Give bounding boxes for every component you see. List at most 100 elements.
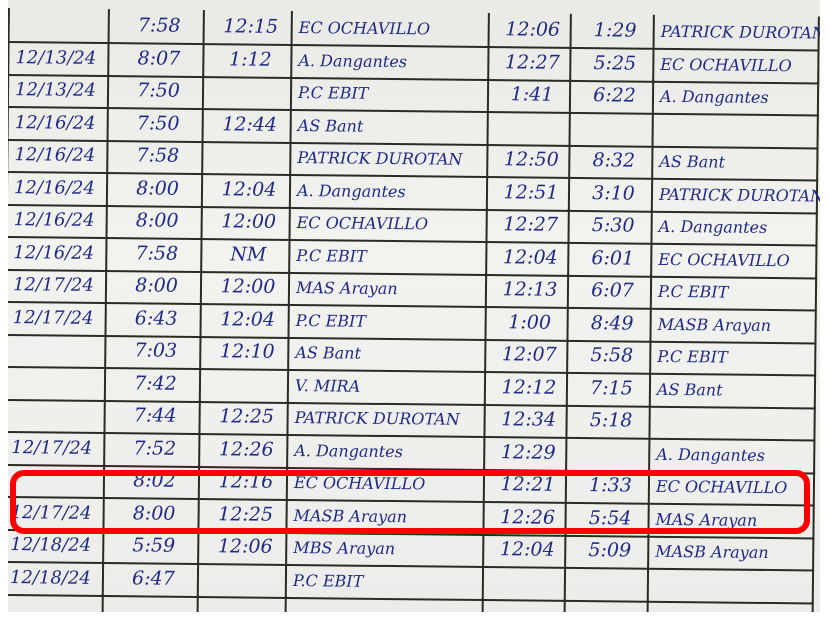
pm-time-out-cell: 5:25 [569, 46, 653, 81]
pm-time-out-cell: 5:30 [567, 208, 651, 243]
pm-time-in-cell: 12:34 [483, 403, 566, 437]
pm-time-out-cell: 1:29 [569, 13, 653, 48]
am-time-out-cell [201, 140, 290, 174]
pm-time-out-cell: 6:07 [566, 273, 651, 308]
pm-time-out-cell [568, 111, 652, 146]
am-time-in-cell: 7:58 [107, 9, 203, 44]
am-time-out-cell: NM [200, 237, 289, 272]
am-time-out-cell: 12:15 [202, 10, 291, 44]
date-cell [8, 592, 102, 612]
am-time-out-cell: 12:06 [197, 530, 286, 564]
pm-time-out-cell: 8:49 [566, 306, 650, 341]
pm-time-in-cell: 12:06 [487, 13, 570, 47]
pm-signature-cell: A. Dangantes [651, 79, 820, 115]
date-cell [8, 332, 105, 368]
am-time-in-cell: 5:59 [102, 529, 198, 564]
pm-time-in-cell: 12:04 [482, 532, 565, 567]
pm-time-in-cell: 12:07 [484, 338, 567, 372]
am-time-out-cell: 12:04 [200, 172, 290, 207]
pm-time-out-cell: 7:15 [565, 371, 650, 406]
date-cell: 12/17/24 [8, 300, 105, 335]
pm-time-out-cell: 5:09 [564, 533, 648, 568]
am-time-in-cell: 7:58 [105, 236, 201, 271]
pm-time-out-cell: 3:10 [567, 176, 652, 211]
pm-signature-cell: AS Bant [651, 144, 819, 180]
pm-time-out-cell [563, 566, 648, 601]
am-time-out-cell: 12:26 [198, 432, 287, 467]
pm-signature-cell: AS Bant [648, 372, 817, 407]
pm-time-in-cell [481, 565, 565, 600]
date-cell: 12/16/24 [8, 137, 107, 173]
pm-signature-cell: EC OCHAVILLO [652, 47, 820, 82]
am-time-in-cell: 7:58 [106, 139, 202, 174]
am-time-out-cell: 12:25 [198, 400, 287, 434]
am-signature-cell: MAS Arayan [287, 270, 486, 307]
pm-time-in-cell [481, 597, 564, 612]
am-signature-cell: A. Dangantes [288, 173, 487, 209]
am-time-in-cell: 8:07 [107, 41, 203, 76]
pm-time-out-cell: 6:22 [568, 78, 653, 113]
pm-time-out-cell [565, 436, 649, 471]
highlight-box [10, 470, 810, 534]
date-cell: 12/13/24 [8, 40, 108, 75]
am-signature-cell: EC OCHAVILLO [290, 10, 488, 47]
am-time-out-cell: 12:10 [199, 335, 288, 369]
am-signature-cell: P.C EBIT [288, 238, 486, 274]
am-signature-cell: PATRICK DUROTAN [289, 140, 487, 177]
am-time-in-cell [101, 594, 197, 612]
pm-signature-cell: P.C EBIT [649, 339, 817, 375]
date-cell [8, 397, 104, 433]
pm-signature-cell: MASB Arayan [649, 307, 817, 342]
am-signature-cell: P.C EBIT [289, 75, 488, 112]
am-time-in-cell: 7:03 [104, 334, 200, 369]
am-signature-cell: PATRICK DUROTAN [286, 400, 484, 437]
am-signature-cell: P.C EBIT [284, 563, 483, 599]
am-time-out-cell: 12:00 [199, 270, 289, 304]
date-cell [8, 365, 105, 400]
am-signature-cell: A. Dangantes [286, 433, 484, 469]
am-time-in-cell: 8:00 [105, 171, 202, 206]
am-time-in-cell: 6:43 [104, 301, 200, 336]
pm-signature-cell: MASB Arayan [647, 534, 815, 570]
date-cell: 12/13/24 [8, 72, 108, 108]
am-signature-cell: AS Bant [287, 335, 485, 372]
am-time-in-cell: 8:00 [104, 269, 201, 304]
pm-time-in-cell: 12:51 [485, 175, 569, 210]
pm-time-in-cell [486, 110, 569, 145]
pm-signature-cell [651, 112, 819, 147]
am-time-out-cell [196, 595, 285, 612]
am-signature-cell: P.C EBIT [287, 303, 485, 339]
pm-signature-cell: A. Dangantes [650, 209, 818, 245]
pm-signature-cell [646, 599, 814, 612]
pm-time-in-cell: 12:27 [485, 208, 568, 242]
am-time-in-cell: 7:52 [103, 431, 199, 466]
am-time-in-cell: 8:00 [105, 204, 201, 239]
pm-time-out-cell [563, 598, 647, 612]
pm-signature-cell: PATRICK DUROTAN [650, 177, 820, 212]
pm-signature-cell [646, 567, 815, 602]
am-time-out-cell [198, 367, 288, 402]
am-signature-cell: MBS Arayan [285, 530, 483, 566]
am-signature-cell: V. MIRA [286, 368, 485, 404]
am-signature-cell: EC OCHAVILLO [288, 205, 486, 242]
am-time-in-cell: 6:47 [101, 561, 198, 596]
pm-time-in-cell: 12:27 [487, 45, 570, 80]
pm-signature-cell: P.C EBIT [649, 274, 818, 310]
date-cell: 12/16/24 [8, 170, 107, 205]
am-signature-cell [284, 595, 482, 612]
pm-time-in-cell: 12:50 [486, 143, 569, 177]
am-signature-cell: AS Bant [289, 108, 487, 144]
date-cell [8, 7, 108, 43]
pm-signature-cell: EC OCHAVILLO [650, 242, 818, 277]
am-time-out-cell: 1:12 [202, 42, 291, 77]
pm-time-in-cell: 12:04 [485, 240, 568, 275]
date-cell: 12/17/24 [8, 267, 106, 303]
pm-time-in-cell: 12:12 [483, 370, 567, 405]
pm-time-out-cell: 5:18 [565, 403, 649, 438]
pm-time-out-cell: 6:01 [567, 241, 651, 276]
am-signature-cell: A. Dangantes [290, 43, 488, 79]
am-time-out-cell [196, 562, 286, 597]
date-cell: 12/17/24 [8, 430, 104, 465]
am-time-out-cell: 12:44 [201, 107, 290, 142]
am-time-in-cell: 7:50 [106, 106, 202, 141]
